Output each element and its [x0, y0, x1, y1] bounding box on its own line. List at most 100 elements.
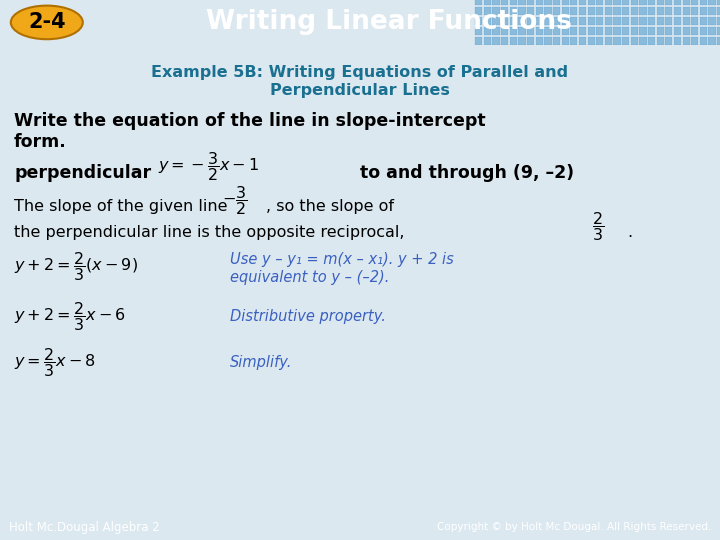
Bar	[708, 17, 716, 25]
Bar	[536, 27, 543, 35]
Bar	[562, 27, 569, 35]
Bar	[484, 37, 491, 45]
Bar	[648, 37, 655, 45]
Text: $\dfrac{2}{3}$: $\dfrac{2}{3}$	[592, 210, 604, 244]
Bar	[639, 27, 647, 35]
Bar	[700, 37, 707, 45]
Bar	[683, 27, 690, 35]
Text: Example 5B: Writing Equations of Parallel and: Example 5B: Writing Equations of Paralle…	[151, 65, 569, 80]
Bar	[613, 37, 621, 45]
Bar	[622, 7, 629, 15]
Text: Use y – y₁ = m(x – x₁). y + 2 is: Use y – y₁ = m(x – x₁). y + 2 is	[230, 252, 454, 267]
Bar	[683, 37, 690, 45]
Bar	[613, 17, 621, 25]
Bar	[708, 7, 716, 15]
Bar	[596, 17, 603, 25]
Bar	[484, 7, 491, 15]
Bar	[518, 37, 526, 45]
Bar	[484, 17, 491, 25]
Bar	[605, 0, 612, 5]
Bar	[562, 7, 569, 15]
Ellipse shape	[11, 5, 83, 39]
Bar	[570, 37, 577, 45]
Text: Holt Mc.Dougal Algebra 2: Holt Mc.Dougal Algebra 2	[9, 521, 159, 534]
Bar	[588, 27, 595, 35]
Text: $-\dfrac{3}{2}$: $-\dfrac{3}{2}$	[222, 184, 248, 217]
Bar	[544, 27, 552, 35]
Bar	[570, 0, 577, 5]
Bar	[562, 17, 569, 25]
Bar	[683, 17, 690, 25]
Bar	[536, 7, 543, 15]
Bar	[579, 7, 586, 15]
Bar	[579, 27, 586, 35]
Text: Distributive property.: Distributive property.	[230, 309, 386, 325]
Bar	[492, 0, 500, 5]
Bar	[708, 27, 716, 35]
Bar	[475, 37, 482, 45]
Bar	[570, 17, 577, 25]
Bar	[501, 0, 508, 5]
Bar	[631, 37, 638, 45]
Bar	[501, 7, 508, 15]
Bar	[648, 27, 655, 35]
Bar	[622, 27, 629, 35]
Bar	[691, 37, 698, 45]
Bar	[648, 0, 655, 5]
Bar	[562, 0, 569, 5]
Bar	[553, 17, 560, 25]
Bar	[553, 27, 560, 35]
Bar	[691, 17, 698, 25]
Bar	[700, 0, 707, 5]
Text: $y = -\dfrac{3}{2}x - 1$: $y = -\dfrac{3}{2}x - 1$	[158, 150, 259, 183]
Bar	[665, 17, 672, 25]
Bar	[639, 17, 647, 25]
Text: 2-4: 2-4	[28, 12, 66, 32]
Bar	[657, 27, 664, 35]
Bar	[501, 27, 508, 35]
Bar	[631, 17, 638, 25]
Bar	[492, 7, 500, 15]
Bar	[717, 17, 720, 25]
Bar	[683, 0, 690, 5]
Bar	[717, 7, 720, 15]
Bar	[674, 17, 681, 25]
Text: Simplify.: Simplify.	[230, 355, 292, 370]
Bar	[717, 37, 720, 45]
Bar	[691, 7, 698, 15]
Bar	[527, 7, 534, 15]
Bar	[648, 7, 655, 15]
Bar	[700, 7, 707, 15]
Bar	[596, 0, 603, 5]
Bar	[510, 17, 517, 25]
Bar	[631, 27, 638, 35]
Bar	[510, 0, 517, 5]
Bar	[518, 0, 526, 5]
Bar	[536, 0, 543, 5]
Bar	[579, 0, 586, 5]
Bar	[588, 0, 595, 5]
Bar	[518, 27, 526, 35]
Bar	[683, 7, 690, 15]
Text: perpendicular: perpendicular	[14, 164, 151, 182]
Text: $y + 2 = \dfrac{2}{3}x - 6$: $y + 2 = \dfrac{2}{3}x - 6$	[14, 300, 126, 333]
Bar	[527, 27, 534, 35]
Text: , so the slope of: , so the slope of	[266, 199, 394, 214]
Bar	[527, 37, 534, 45]
Text: to and through (9, –2): to and through (9, –2)	[360, 164, 574, 182]
Bar	[674, 0, 681, 5]
Text: $y + 2 = \dfrac{2}{3}(x - 9)$: $y + 2 = \dfrac{2}{3}(x - 9)$	[14, 251, 138, 284]
Bar	[536, 17, 543, 25]
Bar	[717, 27, 720, 35]
Bar	[613, 7, 621, 15]
Bar	[588, 7, 595, 15]
Bar	[596, 27, 603, 35]
Bar	[475, 0, 482, 5]
Bar	[553, 7, 560, 15]
Bar	[510, 27, 517, 35]
Bar	[657, 0, 664, 5]
Bar	[622, 17, 629, 25]
Bar	[639, 0, 647, 5]
Bar	[708, 0, 716, 5]
Bar	[648, 17, 655, 25]
